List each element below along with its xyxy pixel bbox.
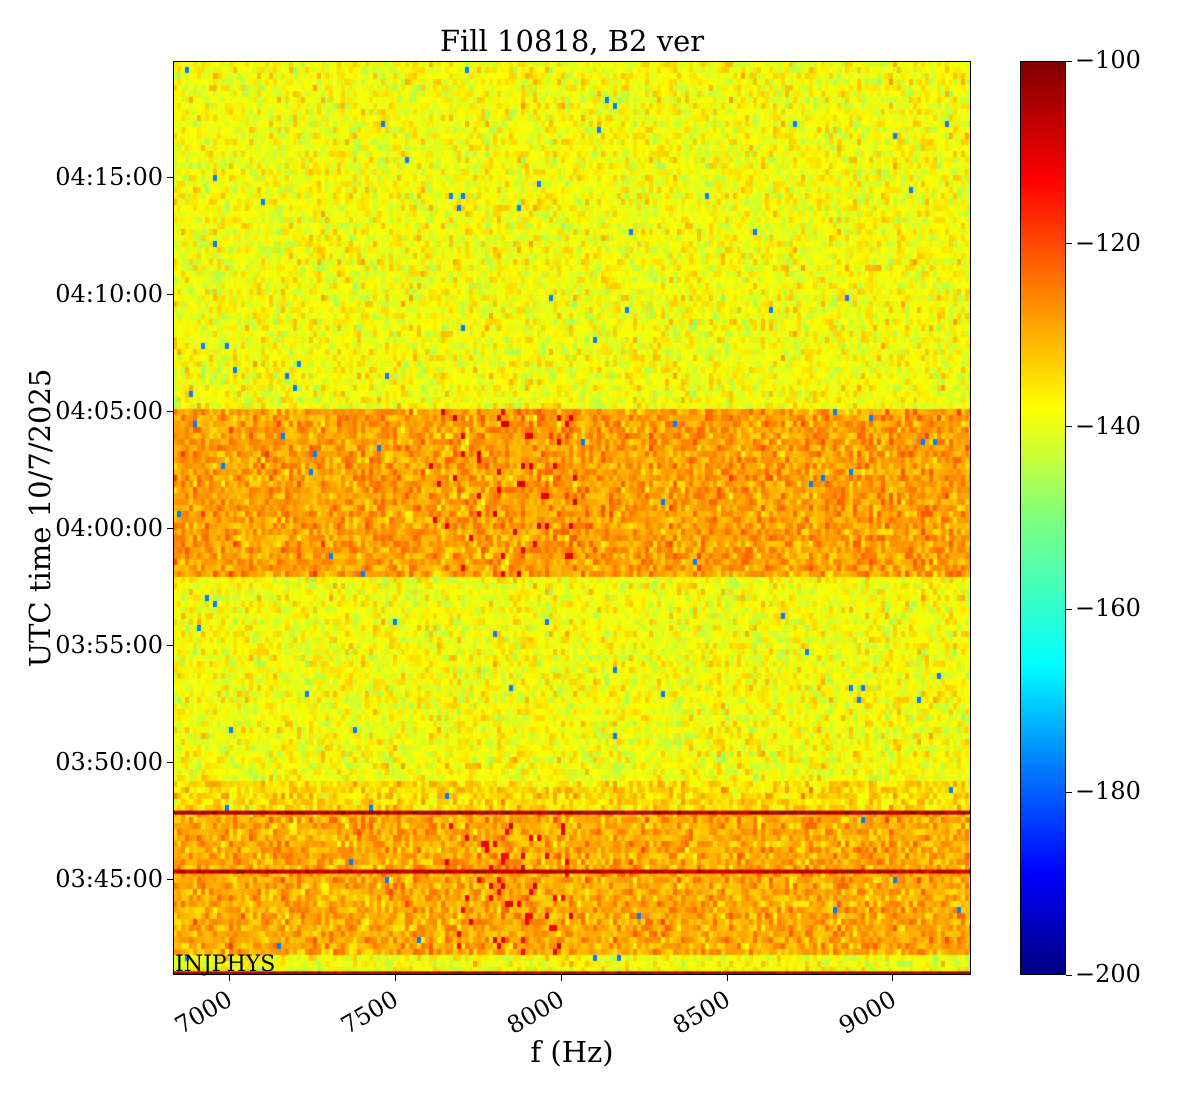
x-tick-label: 7500: [336, 985, 404, 1040]
y-tick-label: 04:10:00: [55, 279, 163, 308]
colorbar-tick: [1066, 791, 1072, 793]
x-tick: [726, 975, 728, 981]
y-tick: [167, 177, 173, 179]
x-tick: [892, 975, 894, 981]
mode-annotation: INJPHYS: [175, 952, 276, 977]
x-tick-label: 9000: [834, 985, 901, 1040]
x-tick: [394, 975, 396, 981]
y-tick-label: 03:55:00: [55, 630, 163, 659]
y-tick-label: 03:50:00: [55, 747, 163, 776]
colorbar-tick: [1066, 974, 1072, 976]
colorbar: [1020, 61, 1066, 975]
colorbar-tick-label: −140: [1075, 411, 1141, 440]
x-tick-label: 8000: [502, 985, 570, 1040]
y-tick: [167, 528, 173, 530]
y-tick-label: 04:05:00: [55, 396, 163, 425]
x-tick: [560, 975, 562, 981]
colorbar-tick: [1066, 243, 1072, 245]
colorbar-tick: [1066, 608, 1072, 610]
y-tick-label: 03:45:00: [55, 864, 163, 893]
colorbar-tick-label: −160: [1075, 594, 1141, 623]
colorbar-tick: [1066, 426, 1072, 428]
colorbar-tick: [1066, 60, 1072, 62]
y-tick: [167, 762, 173, 764]
x-tick: [228, 975, 230, 981]
x-axis-label: f (Hz): [530, 1035, 614, 1069]
y-tick: [167, 645, 173, 647]
y-tick-label: 04:15:00: [55, 162, 163, 191]
plot-area: [173, 61, 971, 975]
spectrogram-heatmap: [173, 61, 971, 975]
chart-title: Fill 10818, B2 ver: [439, 24, 705, 58]
y-tick: [167, 294, 173, 296]
y-tick: [167, 879, 173, 881]
colorbar-tick-label: −200: [1075, 960, 1141, 988]
colorbar-tick-label: −120: [1075, 228, 1141, 257]
colorbar-tick-label: −100: [1075, 46, 1141, 74]
y-tick-label: 04:00:00: [55, 513, 163, 542]
x-tick-label: 7000: [170, 985, 238, 1040]
y-tick: [167, 411, 173, 413]
colorbar-tick-label: −180: [1075, 777, 1141, 806]
x-tick-label: 8500: [668, 985, 736, 1040]
